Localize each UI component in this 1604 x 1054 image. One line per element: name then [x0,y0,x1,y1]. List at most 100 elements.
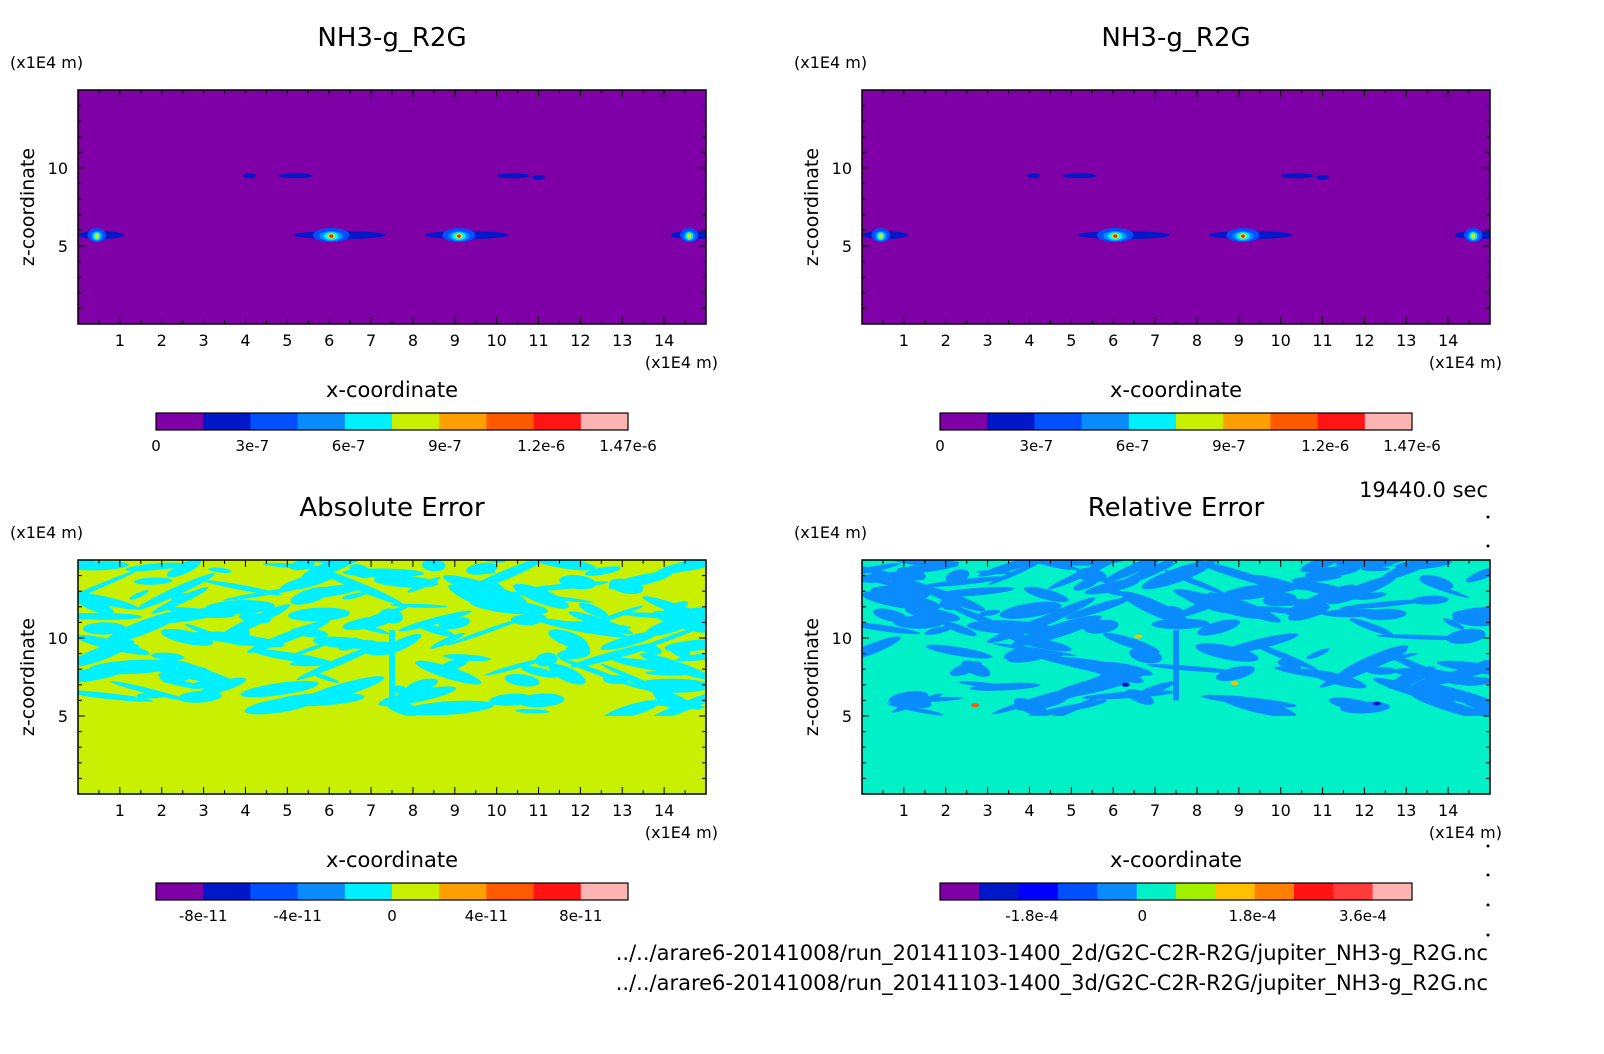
x-axis-unit: (x1E4 m) [645,353,718,372]
contour-patch [186,609,236,618]
contour-patch [610,657,695,674]
colorbar-segment [1034,413,1083,430]
contour-patch [136,573,216,610]
contour-patch [1336,560,1409,567]
colorbar-segment [1136,883,1177,900]
colorbar-tick-label: 0 [151,437,161,455]
contour-patch [905,606,961,622]
contour-patch [1281,598,1308,606]
contour-patch [640,644,662,655]
colorbar-tick-label: 9e-7 [1212,437,1246,455]
contour-patch [415,660,482,685]
colorbar-segment [987,413,1035,430]
contour-patch [208,567,232,573]
contour-patch [1189,592,1240,605]
contour-patch [439,657,469,672]
colorbar-frame [939,412,1413,431]
x-tick-label: 8 [1192,331,1202,350]
contour-seam [389,630,395,701]
x-tick-label: 1 [899,801,909,820]
contour-patch [173,659,240,686]
x-tick-label: 11 [528,331,548,350]
colorbar-tick-label: 3e-7 [235,437,269,455]
streak [1316,174,1329,180]
colorbar-segment [940,883,980,900]
contour-patch [670,606,706,619]
contour-patch [289,660,328,667]
contour-patch [1419,575,1454,590]
x-tick-label: 13 [1396,331,1416,350]
contour-patch [239,613,271,624]
x-tick-label: 9 [1234,801,1244,820]
contour-patch [104,611,183,644]
x-tick-label: 6 [324,331,334,350]
contour-patch [342,615,394,631]
x-tick-label: 1 [115,331,125,350]
colorbar-segment [1270,413,1319,430]
chart-title: NH3-g_R2G [1101,23,1250,53]
contour-patch [1093,582,1135,592]
contour-patch [1465,566,1490,583]
y-tick-label: 5 [58,237,68,256]
contour-patch [212,631,251,646]
x-tick-label: 7 [366,331,376,350]
time-label: 19440.0 sec [1359,478,1488,502]
contour-patch [991,688,1071,715]
contour-patch [1287,603,1330,621]
contour-patch [504,673,540,687]
contour-patch [78,561,129,571]
y-tick-label: 5 [842,237,852,256]
x-tick-label: 10 [1270,801,1290,820]
y-axis-unit: (x1E4 m) [794,523,867,542]
contour-patch [1415,682,1490,710]
colorbar-segment [203,413,251,430]
colorbar-segment [156,883,204,900]
colorbar-tick-label: 9e-7 [428,437,462,455]
contour-patch [1197,619,1241,636]
contour-patch [300,676,385,704]
colorbar-tick-label: -8e-11 [179,907,228,925]
contour-patch [403,700,495,716]
colorbar-segment [1081,413,1130,430]
colorbar: -1.8e-4 0 1.8e-4 3.6e-4 [939,882,1413,925]
y-tick-label: 10 [832,159,852,178]
lower-uniform-region [78,716,706,794]
contour-patch [170,593,195,602]
contour-patch [1381,560,1445,580]
contour-patch [110,681,187,701]
contour-patch [1103,632,1160,654]
contour-patch [184,623,221,638]
x-axis-unit: (x1E4 m) [1429,353,1502,372]
contour-patch [484,656,551,676]
contour-patch [1291,574,1342,583]
contour-patch [1220,695,1296,718]
y-axis-unit: (x1E4 m) [794,53,867,72]
x-tick-label: 11 [528,801,548,820]
colorbar-segment [1364,413,1413,430]
contour-patch [1146,664,1239,674]
contour-patch [621,674,701,710]
contour-patch [931,586,1015,598]
contour-patch [1424,582,1470,599]
contour-patch [921,586,986,612]
y-tick-label: 10 [48,629,68,648]
x-tick-label: 5 [282,331,292,350]
contour-patch [421,560,446,572]
streak [243,173,256,179]
contour-patch [1065,597,1132,620]
x-axis-unit: (x1E4 m) [645,823,718,842]
plume-peak [329,234,334,238]
x-tick-label: 4 [240,331,250,350]
contour-patch [78,690,153,702]
colorbar-tick-label: 6e-7 [1116,437,1150,455]
colorbar-frame [155,882,629,901]
contour-patch [999,601,1062,619]
plume-peak [457,234,461,238]
contour-patch [923,576,1008,588]
contour-patch [296,642,384,681]
contour-patch [78,612,142,620]
plume-peak [1241,234,1245,238]
contour-patch [166,560,201,578]
contour-patch [125,562,184,572]
colorbar-tick-label: 0 [935,437,945,455]
